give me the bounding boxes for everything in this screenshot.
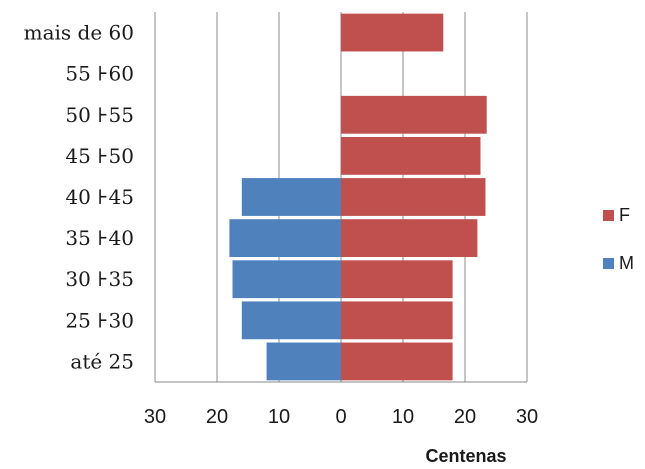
category-label: 25 ⊦30 — [65, 308, 134, 332]
x-tick-labels: 30 20 10 0 10 20 30 — [144, 406, 538, 428]
x-tick-label: 30 — [144, 406, 166, 428]
x-tick-label: 30 — [516, 406, 538, 428]
category-label: 30 ⊦35 — [65, 267, 134, 291]
x-tick-label: 0 — [335, 406, 346, 428]
legend-swatch-m — [603, 258, 614, 269]
category-label: 35 ⊦40 — [65, 226, 134, 250]
bar-m — [241, 178, 341, 216]
bar-m — [229, 219, 341, 258]
bar-f — [341, 342, 453, 381]
bar-f — [341, 136, 481, 175]
bar-f — [341, 178, 486, 216]
bar-f — [341, 260, 453, 299]
legend: FM — [603, 205, 634, 273]
category-label: 45 ⊦50 — [65, 144, 134, 168]
bar-m — [232, 260, 341, 299]
legend-label-m: M — [619, 253, 634, 273]
category-label: mais de 60 — [24, 21, 134, 45]
bar-m — [266, 342, 341, 381]
x-tick-label: 10 — [392, 406, 414, 428]
x-tick-label: 20 — [206, 406, 228, 428]
category-labels: até 25 25 ⊦30 30 ⊦35 35 ⊦40 40 ⊦45 45 ⊦50 50 ⊦… — [24, 21, 134, 374]
bar-f — [341, 219, 478, 258]
category-label: 55 ⊦60 — [65, 62, 134, 86]
bar-f — [341, 301, 453, 340]
category-label: 50 ⊦55 — [65, 103, 134, 127]
bar-m — [241, 301, 341, 340]
bar-f — [341, 13, 444, 52]
bar-f — [341, 95, 487, 134]
x-tick-label: 20 — [454, 406, 476, 428]
legend-label-f: F — [619, 205, 630, 225]
bars — [229, 13, 487, 381]
category-label: 40 ⊦45 — [65, 185, 134, 209]
x-tick-label: 10 — [268, 406, 290, 428]
category-label: até 25 — [70, 349, 134, 373]
legend-swatch-f — [603, 210, 614, 221]
x-axis-title: Centenas — [425, 446, 506, 466]
